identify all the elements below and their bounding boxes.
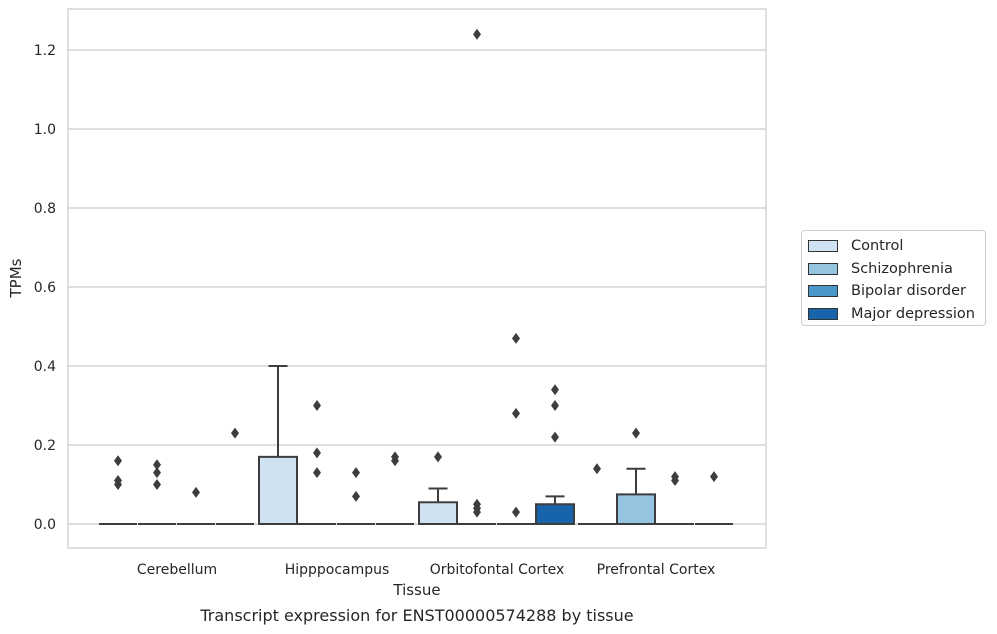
outlier-point [352,467,360,479]
legend-label-schizophrenia: Schizophrenia [851,260,953,277]
outlier-point [551,400,559,411]
legend-item-control: Control [808,235,985,258]
outlier-point [512,407,520,419]
outlier-point [551,384,559,396]
outlier-point [153,467,161,479]
gridlines [68,49,766,525]
outlier-point [512,332,520,344]
y-axis-ticks: 0.0 0.2 0.4 0.6 0.8 1.0 1.2 [34,43,56,533]
box-3-1 [616,467,656,525]
outlier-point [231,427,239,439]
outlier-point [153,459,161,471]
y-tick-label: 1.2 [34,43,56,59]
outlier-point [192,486,200,498]
legend-item-schizophrenia: Schizophrenia [808,258,985,281]
outlier-point [434,451,442,463]
chart-caption: Transcript expression for ENST0000057428… [200,606,634,625]
outlier-point [114,479,122,490]
legend-swatch-bipolar-disorder [808,285,838,298]
box-2-3 [535,495,575,525]
box-body [258,455,298,526]
y-tick-label: 0.2 [34,438,56,454]
outlier-point [114,455,122,467]
legend-swatch-schizophrenia [808,262,838,275]
y-tick-label: 1.0 [34,122,56,138]
legend-label-control: Control [851,238,904,255]
box-body [535,503,575,525]
legend-swatch-major-depression [808,307,838,320]
legend-item-bipolar-disorder: Bipolar disorder [808,280,985,303]
x-tick-label: Orbitofontal Cortex [430,562,565,578]
y-tick-label: 0.8 [34,201,56,217]
outlier-point [313,400,321,411]
x-tick-label: Cerebellum [137,562,217,578]
x-axis-ticks: Cerebellum Hipppocampus Orbitofontal Corte… [137,562,715,578]
box-1-0 [258,365,298,526]
outlier-point [153,479,161,490]
plot-area-frame [67,8,767,549]
legend-item-major-depression: Major depression [808,303,985,326]
outlier-point [632,427,640,439]
outlier-point [352,490,360,502]
box-2-0 [418,487,458,525]
flier-layer [114,28,718,518]
outlier-point [671,475,679,487]
box-layer [99,365,733,526]
y-tick-label: 0.4 [34,359,56,375]
legend-label-major-depression: Major depression [851,305,975,322]
outlier-point [473,506,481,518]
x-axis-label: Tissue [392,581,440,599]
x-tick-label: Prefrontal Cortex [597,562,716,578]
outlier-point [593,463,601,475]
box-body [418,501,458,525]
outlier-point [710,471,718,483]
outlier-point [473,28,481,40]
outlier-point [391,455,399,467]
box-body [616,493,656,525]
legend: Control Schizophrenia Bipolar disorder M… [801,230,986,326]
outlier-point [551,431,559,443]
outlier-point [313,467,321,479]
legend-label-bipolar-disorder: Bipolar disorder [851,283,966,300]
y-axis-label: TPMs [7,258,25,298]
outlier-point [512,506,520,518]
y-tick-label: 0.0 [34,517,56,533]
y-tick-label: 0.6 [34,280,56,296]
legend-swatch-control [808,240,838,253]
outlier-point [313,447,321,459]
x-tick-label: Hipppocampus [285,562,390,578]
